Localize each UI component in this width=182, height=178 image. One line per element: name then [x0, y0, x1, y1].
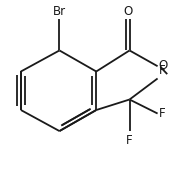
- Text: F: F: [159, 107, 166, 120]
- Text: F: F: [159, 64, 166, 77]
- Text: O: O: [123, 5, 132, 18]
- Text: O: O: [159, 59, 168, 72]
- Text: Br: Br: [53, 5, 66, 18]
- Text: F: F: [126, 134, 133, 147]
